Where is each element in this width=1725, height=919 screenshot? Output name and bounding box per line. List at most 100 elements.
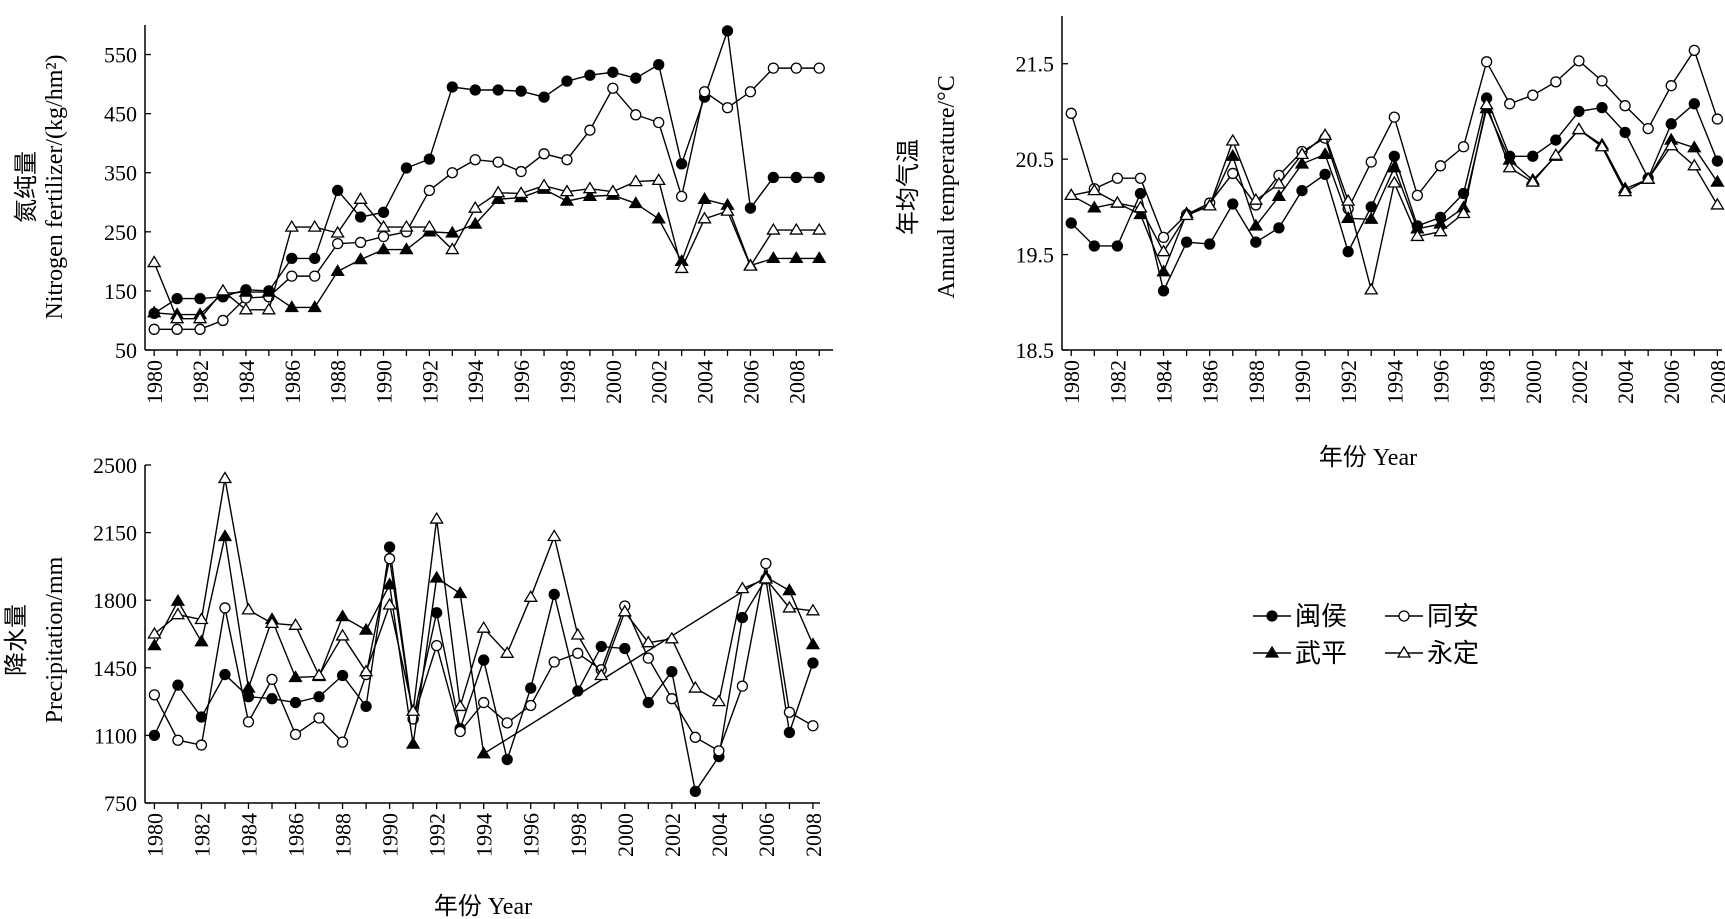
nitrogen-panel: 50 150 250 350 450 550 1980 1982 1984 1986 1988 199… xyxy=(13,25,833,404)
x-tick-label: 1986 xyxy=(284,813,309,857)
legend-label-minhou: 闽侯 xyxy=(1295,602,1347,631)
data-point-yongding xyxy=(1064,188,1079,201)
data-point-yongding xyxy=(1641,171,1656,184)
data-point-yongding xyxy=(1087,183,1102,196)
y-tick-label: 50 xyxy=(115,338,137,363)
data-point-tongan xyxy=(767,62,780,74)
data-point-wuping xyxy=(147,638,162,651)
data-point-tongan xyxy=(790,62,802,74)
data-point-wuping xyxy=(241,680,256,693)
data-point-wuping xyxy=(330,264,345,277)
data-point-tongan xyxy=(377,230,390,243)
data-point-yongding xyxy=(422,219,437,232)
data-point-wuping xyxy=(194,634,209,647)
data-point-minhou xyxy=(331,184,344,197)
data-point-yongding xyxy=(1110,195,1125,208)
data-point-minhou xyxy=(383,541,396,553)
data-point-minhou xyxy=(1273,222,1285,234)
x-tick-label: 1980 xyxy=(142,813,167,857)
data-point-wuping xyxy=(1341,211,1356,223)
data-point-minhou xyxy=(172,679,184,691)
data-point-tongan xyxy=(1665,80,1677,92)
x-tick-label: 2008 xyxy=(1705,360,1725,404)
nitrogen-plot: 50 150 250 350 450 550 1980 1982 1984 1986 1988 199… xyxy=(104,25,833,404)
data-point-yongding xyxy=(192,311,208,324)
data-point-wuping xyxy=(217,529,233,542)
data-point-minhou xyxy=(446,81,458,93)
x-tick-label: 1998 xyxy=(1475,360,1500,404)
data-point-yongding xyxy=(429,511,444,524)
data-point-tongan xyxy=(1711,113,1724,125)
series-line-tongan xyxy=(1070,48,1719,239)
data-point-tongan xyxy=(1504,98,1516,110)
data-point-wuping xyxy=(453,586,468,599)
data-point-tongan xyxy=(383,553,396,565)
legend: 闽侯 同安 武平 永定 xyxy=(1253,602,1479,668)
data-point-tongan xyxy=(584,124,596,136)
legend-label-tongan: 同安 xyxy=(1427,602,1479,631)
data-point-yongding xyxy=(582,181,598,194)
precipitation-plot: 750 1100 1450 1800 2150 2500 1980 1982 1984 1986 1… xyxy=(93,453,826,857)
data-point-tongan xyxy=(423,184,436,197)
x-tick-label: 1996 xyxy=(509,360,534,404)
data-point-minhou xyxy=(807,657,819,669)
data-point-yongding xyxy=(513,186,529,199)
data-point-minhou xyxy=(666,666,678,678)
x-tick-label: 1992 xyxy=(425,813,450,857)
legend-label-wuping: 武平 xyxy=(1295,639,1347,668)
data-point-minhou xyxy=(1527,150,1539,162)
x-tick-label: 1992 xyxy=(1336,360,1361,404)
x-tick-label: 2004 xyxy=(707,813,732,857)
data-point-minhou xyxy=(525,682,537,694)
data-point-yongding xyxy=(1617,184,1633,197)
legend-label-yongding: 永定 xyxy=(1427,639,1479,668)
data-point-tongan xyxy=(171,323,183,335)
data-point-wuping xyxy=(170,593,186,606)
data-point-minhou xyxy=(1227,198,1239,210)
data-point-tongan xyxy=(446,167,458,179)
data-point-wuping xyxy=(476,746,491,759)
data-point-wuping xyxy=(1364,211,1379,224)
data-point-yongding xyxy=(169,311,185,324)
data-point-yongding xyxy=(674,261,689,274)
data-point-tongan xyxy=(1573,55,1585,67)
precipitation-panel: 750 1100 1450 1800 2150 2500 1980 1982 1984 1986 1… xyxy=(3,453,826,919)
data-point-yongding xyxy=(358,664,374,677)
data-point-minhou xyxy=(309,252,321,265)
data-point-tongan xyxy=(1111,172,1124,184)
data-point-yongding xyxy=(170,607,186,620)
x-tick-label: 1982 xyxy=(188,360,213,404)
data-point-minhou xyxy=(607,66,619,78)
data-point-yongding xyxy=(500,646,515,658)
series-line-minhou xyxy=(153,30,820,314)
data-point-tongan xyxy=(219,602,231,614)
precipitation-ylabel-cn: 降水量 xyxy=(3,604,30,676)
x-tick-label: 2006 xyxy=(754,813,779,857)
data-point-yongding xyxy=(1248,192,1263,205)
data-point-yongding xyxy=(1548,148,1563,160)
x-tick-label: 2002 xyxy=(647,360,672,404)
data-point-minhou xyxy=(194,292,206,305)
data-point-wuping xyxy=(288,670,303,683)
data-point-tongan xyxy=(1365,156,1377,168)
data-point-yongding xyxy=(570,627,585,640)
series-line-wuping xyxy=(154,188,820,316)
data-point-tongan xyxy=(1434,160,1447,172)
data-point-minhou xyxy=(219,668,231,681)
data-point-minhou xyxy=(1619,126,1631,139)
data-point-tongan xyxy=(675,190,688,203)
data-point-yongding xyxy=(1710,197,1725,210)
data-point-tongan xyxy=(538,148,550,160)
data-point-yongding xyxy=(399,219,414,232)
data-point-wuping xyxy=(1710,174,1725,187)
data-point-yongding xyxy=(766,222,781,235)
data-point-tongan xyxy=(501,717,513,729)
data-point-yongding xyxy=(335,628,350,641)
data-point-minhou xyxy=(469,84,481,96)
data-point-minhou xyxy=(653,58,665,71)
y-tick-label: 450 xyxy=(104,102,137,127)
data-point-minhou xyxy=(501,753,513,766)
data-point-yongding xyxy=(605,184,620,197)
data-point-tongan xyxy=(721,102,734,114)
y-tick-label: 350 xyxy=(104,161,137,186)
